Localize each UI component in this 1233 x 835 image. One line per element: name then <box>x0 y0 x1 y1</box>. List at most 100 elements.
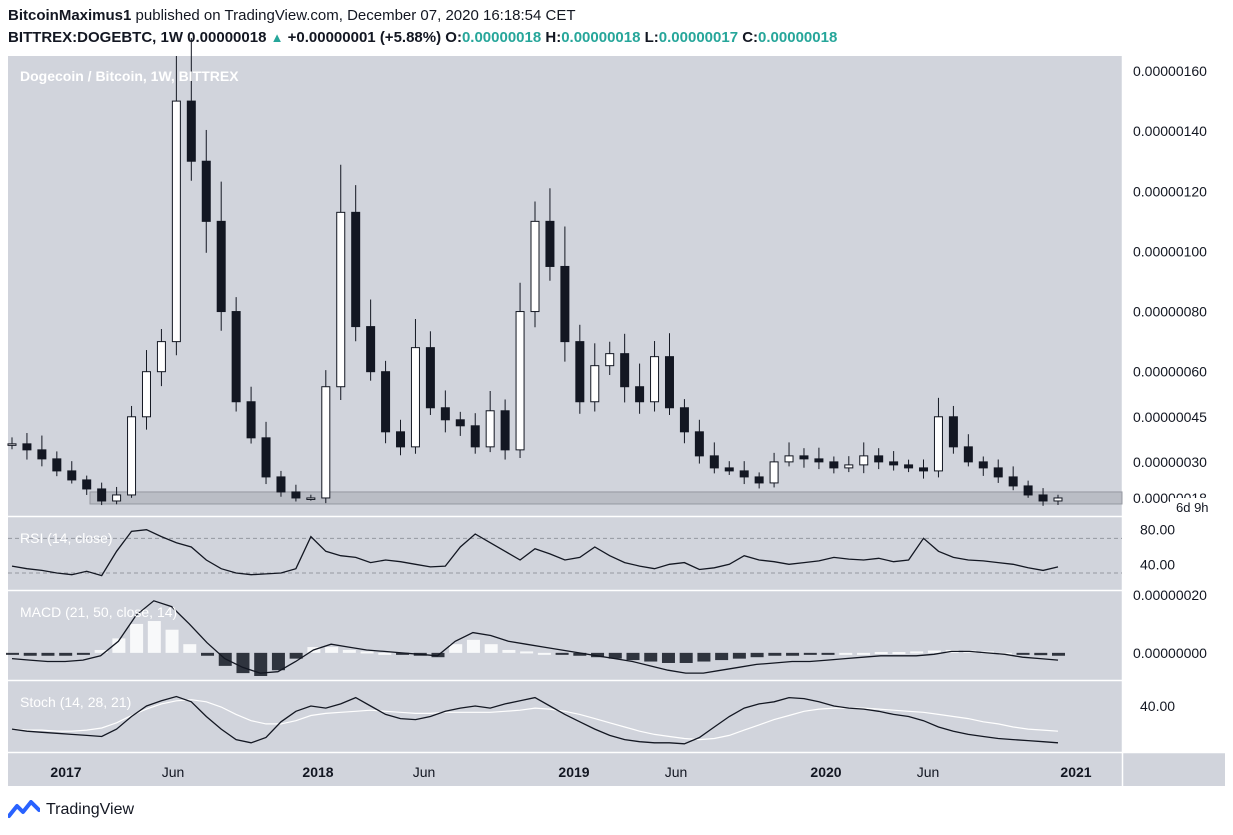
candle-body <box>485 410 495 448</box>
candle-body <box>321 386 331 499</box>
candle-body <box>276 476 286 493</box>
candle-body <box>814 458 824 463</box>
candle-body <box>231 311 241 403</box>
candle-body <box>739 470 749 478</box>
macd-bar <box>201 652 215 656</box>
macd-tick-label: 0.00000020 <box>1133 587 1207 603</box>
rsi-tick-label: 80.00 <box>1140 522 1175 538</box>
author-name[interactable]: BitcoinMaximus1 <box>8 7 132 24</box>
macd-bar <box>325 647 339 653</box>
price-tick-label: 0.00000060 <box>1133 364 1207 380</box>
countdown-background <box>1170 498 1220 516</box>
candle-body <box>216 220 226 313</box>
candle-body <box>67 470 77 481</box>
macd-bar <box>910 651 924 654</box>
countdown-label: 6d 9h <box>1176 500 1209 515</box>
macd-bar <box>396 652 410 655</box>
macd-bar <box>520 651 534 654</box>
price-axis-unit: BTC <box>1160 68 1186 83</box>
time-axis-background <box>8 752 1225 786</box>
macd-bar <box>23 652 37 656</box>
candle-body <box>22 443 32 451</box>
macd-bar <box>59 652 73 656</box>
candle-body <box>575 341 585 403</box>
candle-body <box>261 437 271 478</box>
macd-bar <box>803 652 817 655</box>
candle-body <box>590 365 600 403</box>
candle-body <box>112 494 122 502</box>
time-tick-label: Jun <box>413 764 436 780</box>
symbol: BITTREX:DOGEBTC, 1W <box>8 29 183 46</box>
candle-body <box>1038 494 1048 502</box>
stoch-tick-label: 40.00 <box>1140 698 1175 714</box>
rsi-title: RSI (14, close) <box>20 530 113 546</box>
macd-tick-label: 0.00000000 <box>1133 645 1207 661</box>
candle-body <box>366 326 376 373</box>
macd-bar <box>732 652 746 659</box>
published-text: published on TradingView.com, December 0… <box>131 7 576 24</box>
macd-bar <box>644 652 658 662</box>
support-zone <box>89 491 1123 505</box>
candle-body <box>799 455 809 460</box>
candle-body <box>470 425 480 448</box>
candle-body <box>141 371 151 418</box>
time-tick-label: 2019 <box>558 764 589 780</box>
candle-body <box>978 461 988 469</box>
candle-body <box>500 410 510 451</box>
candle-body <box>963 446 973 463</box>
macd-bar <box>874 651 888 654</box>
macd-bar <box>147 621 161 653</box>
candle-body <box>933 416 943 472</box>
price-tick-label: 0.00000080 <box>1133 304 1207 320</box>
candle-body <box>306 497 316 500</box>
candle-body <box>52 458 62 472</box>
close-label: C: <box>742 29 759 46</box>
up-arrow-icon: ▲ <box>270 30 284 45</box>
candle-body <box>246 401 256 439</box>
candle-body <box>650 356 660 403</box>
last-price: 0.00000018 <box>187 29 267 46</box>
macd-bar <box>626 652 640 661</box>
macd-bar <box>466 639 480 653</box>
macd-bar <box>839 652 853 655</box>
low-label: L: <box>644 29 659 46</box>
candle-body <box>530 220 540 313</box>
tradingview-logo[interactable]: TradingView <box>8 800 134 820</box>
macd-bar <box>608 652 622 659</box>
price-tick-label: 0.00000030 <box>1133 454 1207 470</box>
candle-body <box>201 160 211 222</box>
candle-body <box>440 407 450 421</box>
candle-body <box>635 386 645 403</box>
pane-background-2 <box>8 591 1122 680</box>
macd-bar <box>130 623 144 653</box>
time-tick-label: 2021 <box>1060 764 1091 780</box>
macd-bar <box>378 652 392 655</box>
candle-body <box>859 455 869 466</box>
macd-bar <box>821 652 835 655</box>
macd-bar <box>750 652 764 658</box>
macd-bar <box>768 652 782 656</box>
tradingview-logo-icon <box>8 800 40 818</box>
stoch-title: Stoch (14, 28, 21) <box>20 694 131 710</box>
macd-bar <box>112 638 126 653</box>
candle-body <box>620 353 630 388</box>
candle-body <box>769 461 779 484</box>
macd-bar <box>697 652 711 662</box>
candle-body <box>993 467 1003 478</box>
time-tick-label: Jun <box>665 764 688 780</box>
price-tick-label: 0.00000045 <box>1133 409 1207 425</box>
candle-body <box>948 416 958 448</box>
candle-body <box>515 311 525 451</box>
macd-bar <box>555 652 569 655</box>
candle-body <box>829 461 839 469</box>
candle-body <box>679 407 689 433</box>
candle-body <box>351 211 361 328</box>
macd-bar <box>236 652 250 674</box>
high-label: H: <box>545 29 562 46</box>
macd-bar <box>6 652 19 655</box>
candle-body <box>381 371 391 433</box>
candle-body <box>127 416 137 496</box>
candle-body <box>754 476 764 484</box>
candle-body <box>171 100 181 343</box>
